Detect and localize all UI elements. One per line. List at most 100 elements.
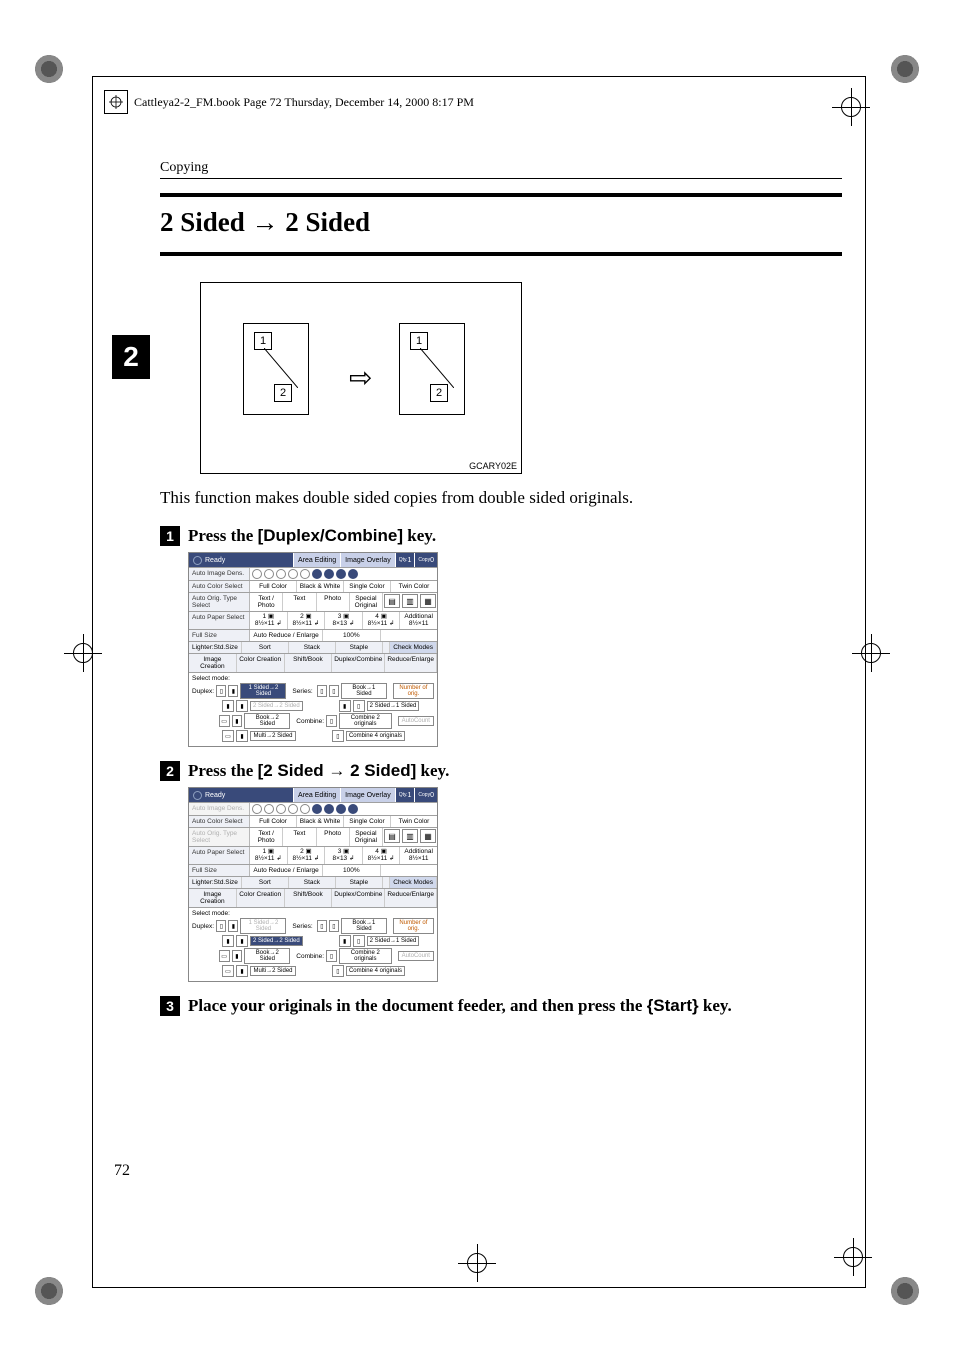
screen-option[interactable]: Photo xyxy=(317,828,350,846)
mode-button[interactable]: Combine 2 originals xyxy=(339,713,392,729)
screen-label: Combine: xyxy=(296,718,324,725)
screen-option[interactable]: Single Color xyxy=(344,816,391,827)
step-number: 3 xyxy=(160,996,180,1016)
mode-button[interactable]: 2 Sided→2 Sided xyxy=(250,936,303,946)
screen-option[interactable]: 1 ▣ 8½×11 ↲ xyxy=(250,612,288,629)
mode-icon: ▮ xyxy=(339,700,351,712)
screen-tab[interactable]: Reduce/Enlarge xyxy=(385,654,437,672)
screen-option[interactable]: Black & White xyxy=(297,816,344,827)
screen-option[interactable]: Full Color xyxy=(250,816,297,827)
screen-option[interactable]: Text / Photo xyxy=(250,593,283,611)
screen-tab[interactable]: Area Editing xyxy=(293,553,340,567)
screen-option[interactable]: Additional 8½×11 xyxy=(400,612,437,629)
screen-option[interactable]: Additional 8½×11 xyxy=(400,847,437,864)
screen-tab[interactable]: Shift/Book xyxy=(285,889,333,907)
mode-button[interactable]: 2 Sided→2 Sided xyxy=(250,701,303,711)
mode-button[interactable]: Combine 4 originals xyxy=(346,731,405,741)
screen-tab[interactable]: Color Creation xyxy=(237,889,285,907)
mode-button[interactable]: 2 Sided→1 Sided xyxy=(367,936,420,946)
mode-button[interactable]: 1 Sided→2 Sided xyxy=(240,683,286,699)
rule xyxy=(160,178,842,179)
screen-label[interactable]: Auto Image Dens. xyxy=(189,803,250,815)
screen-option[interactable]: 2 ▣ 8½×11 ↲ xyxy=(288,612,326,629)
density-scale[interactable] xyxy=(250,803,437,815)
screen-tab[interactable]: Image Creation xyxy=(189,889,237,907)
screen-option[interactable]: 4 ▣ 8½×11 ↲ xyxy=(363,612,401,629)
page-content: Copying 2 Sided → 2 Sided 2 1 2 ⇨ 1 2 GC… xyxy=(112,160,842,1022)
orientation-icon[interactable]: ▤ xyxy=(384,594,400,608)
screen-label[interactable]: Full Size xyxy=(189,865,250,876)
screen-option[interactable]: 3 ▣ 8×13 ↲ xyxy=(325,847,363,864)
screen-label[interactable]: Auto Image Dens. xyxy=(189,568,250,580)
mode-button[interactable]: 1 Sided→2 Sided xyxy=(240,918,286,934)
screen-label[interactable]: Auto Orig. Type Select xyxy=(189,828,250,846)
screen-tab[interactable]: Shift/Book xyxy=(285,654,333,672)
screen-tab[interactable]: Duplex/Combine xyxy=(332,654,385,672)
screen-tab[interactable]: Image Overlay xyxy=(340,788,395,802)
screen-label: Duplex: xyxy=(192,923,214,930)
screen-tab[interactable]: Image Overlay xyxy=(340,553,395,567)
screen-label[interactable]: Auto Color Select xyxy=(189,581,250,592)
screen-option[interactable]: Stack xyxy=(289,642,336,653)
screen-tab[interactable]: Reduce/Enlarge xyxy=(385,889,437,907)
density-scale[interactable] xyxy=(250,568,437,580)
screen-option[interactable]: Text / Photo xyxy=(250,828,283,846)
screen-option[interactable]: Text xyxy=(283,593,316,611)
mode-button[interactable]: Book→2 Sided xyxy=(244,713,290,729)
screen-label[interactable]: Auto Paper Select xyxy=(189,847,250,864)
page-title: 2 Sided → 2 Sided xyxy=(160,207,842,238)
screen-tab[interactable]: Color Creation xyxy=(237,654,285,672)
mode-button[interactable]: Book→1 Sided xyxy=(341,918,387,934)
check-modes-button[interactable]: Check Modes xyxy=(390,877,437,888)
screen-option[interactable]: Sort xyxy=(242,642,289,653)
screen-label[interactable]: Auto Color Select xyxy=(189,816,250,827)
mode-icon: ▮ xyxy=(228,920,238,932)
screen-option[interactable]: Staple xyxy=(336,642,383,653)
screen-option[interactable]: Twin Color xyxy=(391,816,437,827)
orientation-icon[interactable]: ▦ xyxy=(420,594,436,608)
orientation-icon[interactable]: ▥ xyxy=(402,829,418,843)
screen-label[interactable]: Auto Paper Select xyxy=(189,612,250,629)
orientation-icon[interactable]: ▥ xyxy=(402,594,418,608)
screen-option[interactable]: Black & White xyxy=(297,581,344,592)
screen-label[interactable]: Auto Orig. Type Select xyxy=(189,593,250,611)
mode-button[interactable]: Multi→2 Sided xyxy=(250,731,296,741)
mode-button[interactable]: Combine 2 originals xyxy=(339,948,392,964)
screen-tab[interactable]: Area Editing xyxy=(293,788,340,802)
mode-button[interactable]: Book→1 Sided xyxy=(341,683,387,699)
screen-option[interactable]: Single Color xyxy=(344,581,391,592)
step-number: 1 xyxy=(160,526,180,546)
screen-option[interactable]: Twin Color xyxy=(391,581,437,592)
screen-label: Series: xyxy=(292,923,314,930)
screen-option[interactable]: 1 ▣ 8½×11 ↲ xyxy=(250,847,288,864)
check-modes-button[interactable]: Check Modes xyxy=(390,642,437,653)
orientation-icon[interactable]: ▤ xyxy=(384,829,400,843)
screen-tab[interactable]: Image Creation xyxy=(189,654,237,672)
screen-option[interactable]: Auto Reduce / Enlarge xyxy=(250,630,323,641)
screen-option[interactable]: Text xyxy=(283,828,316,846)
screen-option[interactable]: Special Original xyxy=(350,593,383,611)
section-label: Copying xyxy=(160,160,842,176)
screen-tab[interactable]: Duplex/Combine xyxy=(332,889,385,907)
mode-button[interactable]: Multi→2 Sided xyxy=(250,966,296,976)
screen-option[interactable]: 2 ▣ 8½×11 ↲ xyxy=(288,847,326,864)
mode-button[interactable]: Book→2 Sided xyxy=(244,948,290,964)
screen-option[interactable]: Special Original xyxy=(350,828,383,846)
mode-icon: ▭ xyxy=(222,965,234,977)
corner-mark xyxy=(888,52,922,86)
mode-button[interactable]: Combine 4 originals xyxy=(346,966,405,976)
screen-label[interactable]: Full Size xyxy=(189,630,250,641)
orientation-icon[interactable]: ▦ xyxy=(420,829,436,843)
autocount-label: AutoCount xyxy=(398,951,434,961)
screen-option[interactable]: Photo xyxy=(317,593,350,611)
mode-icon: ▯ xyxy=(332,965,344,977)
mode-icon: ▮ xyxy=(222,700,234,712)
screen-option[interactable]: Sort xyxy=(242,877,289,888)
mode-button[interactable]: 2 Sided→1 Sided xyxy=(367,701,420,711)
screen-option[interactable]: 3 ▣ 8×13 ↲ xyxy=(325,612,363,629)
screen-option[interactable]: Stack xyxy=(289,877,336,888)
screen-option[interactable]: Full Color xyxy=(250,581,297,592)
screen-option[interactable]: 4 ▣ 8½×11 ↲ xyxy=(363,847,401,864)
screen-option[interactable]: Auto Reduce / Enlarge xyxy=(250,865,323,876)
screen-option[interactable]: Staple xyxy=(336,877,383,888)
